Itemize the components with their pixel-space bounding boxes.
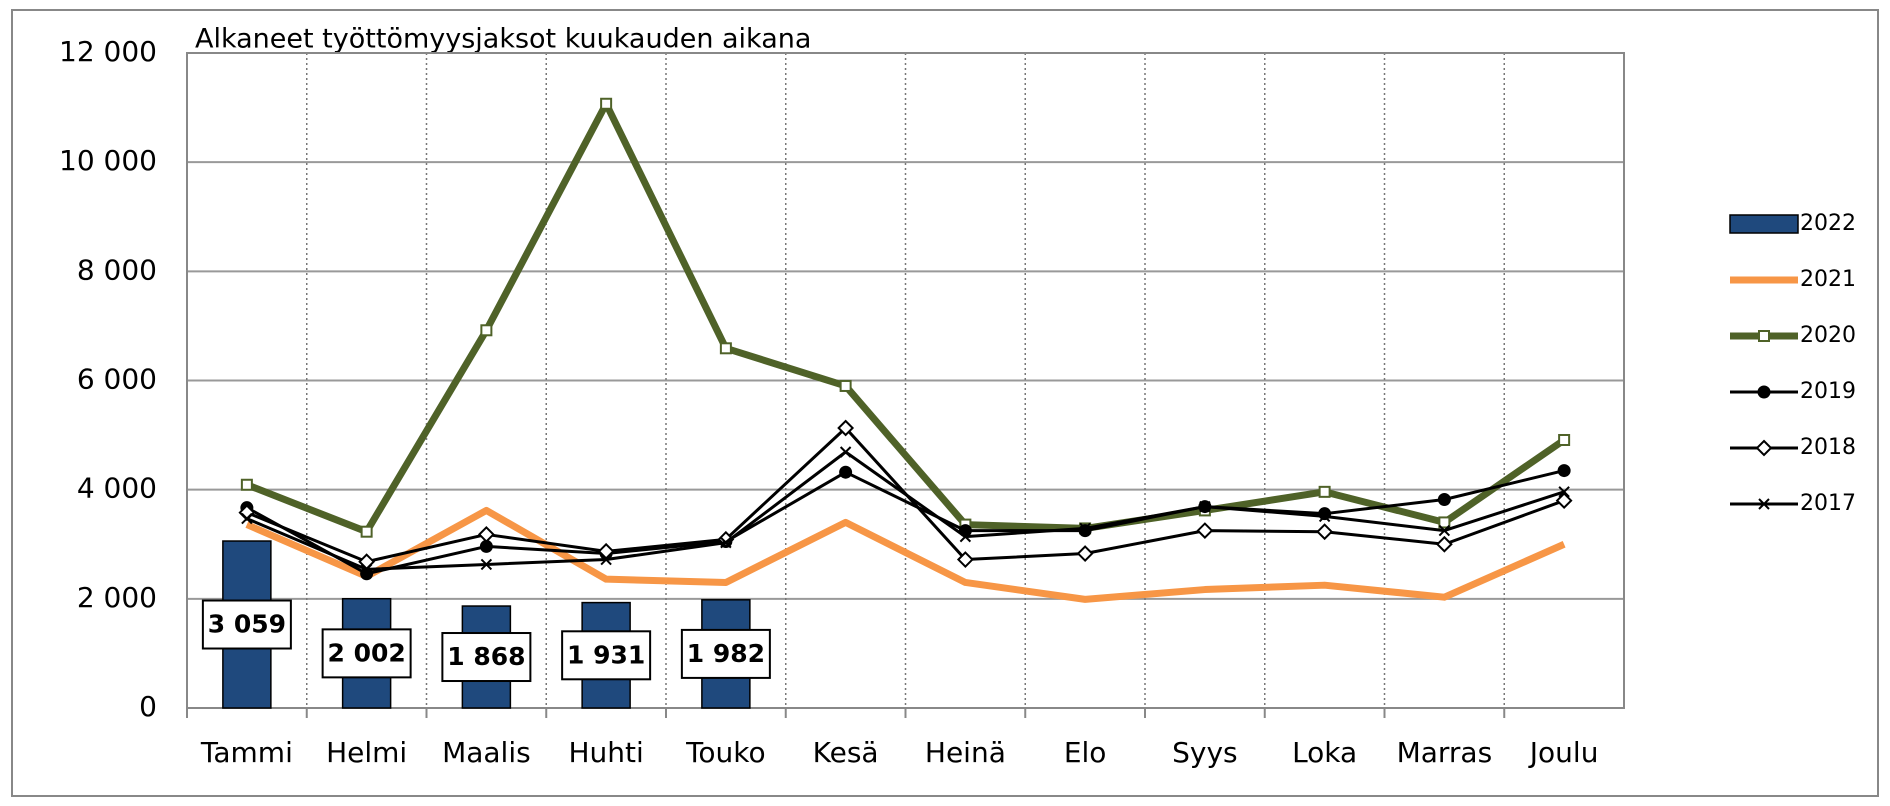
x-tick-label: Touko — [685, 736, 766, 769]
marker — [1318, 485, 1331, 498]
value-label-box — [680, 628, 771, 679]
legend-swatch — [1729, 214, 1799, 234]
x-tick-label: Tammi — [200, 736, 293, 769]
marker — [720, 536, 732, 549]
y-tick-label: 2 000 — [77, 581, 157, 614]
marker — [1318, 510, 1331, 523]
x-tick-label: Syys — [1172, 736, 1238, 769]
x-tick-label: Kesä — [813, 736, 879, 769]
marker — [1316, 523, 1334, 541]
line — [245, 506, 1566, 603]
chart-border — [11, 9, 1879, 797]
y-tick-label: 4 000 — [77, 472, 157, 505]
marker — [1438, 516, 1451, 529]
marker — [1758, 498, 1770, 510]
legend-label: 2021 — [1800, 267, 1856, 292]
line — [245, 100, 1567, 536]
value-label: 1 868 — [447, 642, 525, 671]
x-tick-label: Huhti — [568, 736, 643, 769]
legend-label: 2019 — [1800, 379, 1856, 404]
marker — [1076, 545, 1094, 562]
marker — [839, 465, 853, 479]
line — [246, 450, 1565, 571]
marker — [1557, 464, 1571, 478]
x-tick-label: Loka — [1292, 736, 1357, 769]
marker — [1079, 522, 1091, 535]
line — [246, 469, 1565, 576]
marker — [959, 530, 972, 543]
x-tick-label: Joulu — [1528, 736, 1599, 769]
legend-label: 2018 — [1800, 435, 1856, 460]
legend-label: 2022 — [1800, 211, 1856, 236]
marker — [600, 97, 613, 110]
marker — [360, 563, 373, 576]
value-label-box — [561, 630, 652, 681]
marker — [600, 553, 612, 566]
value-label: 3 059 — [208, 610, 286, 639]
x-tick-label: Helmi — [326, 736, 407, 769]
value-label: 1 982 — [687, 639, 765, 668]
marker — [1555, 492, 1573, 509]
marker — [839, 446, 852, 458]
y-tick-label: 6 000 — [77, 363, 157, 396]
marker — [1435, 535, 1453, 553]
marker — [956, 551, 974, 568]
marker — [360, 525, 373, 538]
marker — [1755, 439, 1773, 457]
marker — [837, 419, 855, 437]
legend-label: 2017 — [1800, 491, 1856, 516]
y-tick-label: 8 000 — [77, 253, 157, 286]
y-tick-label: 12 000 — [59, 35, 157, 68]
marker — [1758, 330, 1770, 342]
y-tick-label: 10 000 — [59, 144, 157, 177]
marker — [480, 324, 493, 337]
legend-label: 2020 — [1800, 323, 1856, 348]
x-tick-label: Marras — [1397, 736, 1493, 769]
y-tick-label: 0 — [139, 690, 157, 723]
marker — [1196, 522, 1214, 540]
x-tick-label: Elo — [1064, 736, 1107, 769]
marker — [241, 512, 253, 525]
value-label-box — [201, 599, 292, 650]
marker — [717, 530, 735, 548]
marker — [477, 526, 495, 543]
value-label-box — [441, 632, 532, 683]
marker — [480, 558, 493, 571]
marker — [1558, 486, 1570, 498]
marker — [1437, 492, 1451, 506]
marker — [719, 342, 732, 355]
x-tick-label: Maalis — [442, 736, 531, 769]
marker — [1558, 433, 1571, 446]
value-label-box — [321, 628, 412, 679]
chart-title: Alkaneet työttömyysjaksot kuukauden aika… — [195, 24, 811, 55]
marker — [240, 478, 253, 491]
marker — [839, 379, 852, 392]
value-label: 1 931 — [567, 640, 645, 669]
marker — [1757, 385, 1771, 399]
value-label: 2 002 — [327, 638, 405, 667]
marker — [1438, 524, 1451, 537]
x-tick-label: Heinä — [925, 736, 1006, 769]
marker — [1199, 500, 1211, 513]
